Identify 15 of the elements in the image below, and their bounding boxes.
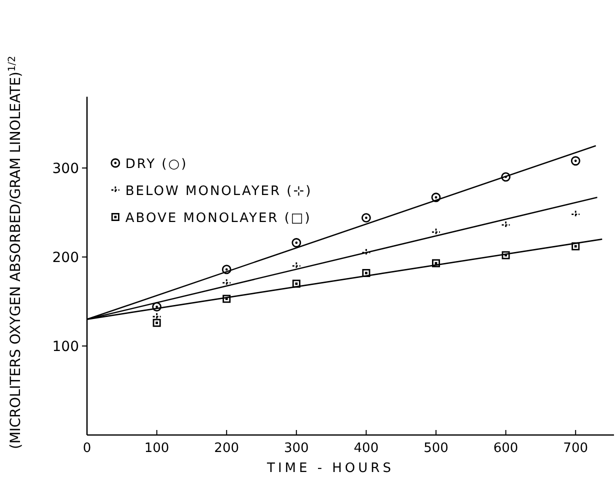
legend-label: ABOVE MONOLAYER (□) [125, 211, 312, 226]
x-tick-label: 700 [563, 441, 588, 456]
y-tick-label: 100 [52, 338, 79, 355]
legend-label: BELOW MONOLAYER (⊹) [125, 184, 312, 199]
x-tick-label: 0 [82, 441, 92, 456]
x-tick-label: 200 [214, 441, 240, 456]
x-tick-label: 600 [493, 441, 518, 456]
y-tick-label: 300 [52, 160, 79, 177]
x-tick-label: 100 [144, 441, 170, 456]
legend-label: DRY (○) [125, 157, 188, 172]
x-tick-label: 400 [354, 441, 379, 456]
y-tick-label: 200 [52, 250, 79, 266]
x-tick-label: 300 [284, 441, 309, 456]
x-axis-title: TIME - HOURS [266, 461, 394, 476]
x-tick-label: 500 [424, 441, 448, 456]
